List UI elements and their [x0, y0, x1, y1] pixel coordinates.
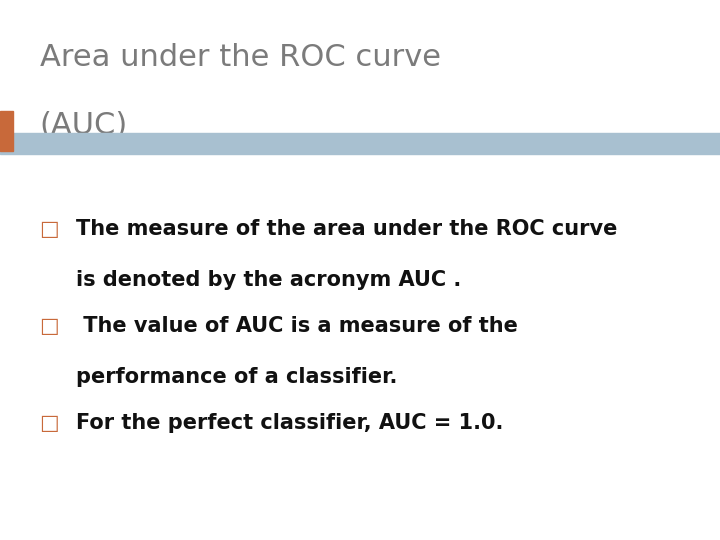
- Text: □: □: [40, 219, 59, 239]
- Bar: [0, 111, 13, 151]
- Text: performance of a classifier.: performance of a classifier.: [76, 367, 397, 387]
- Text: Area under the ROC curve: Area under the ROC curve: [40, 43, 441, 72]
- Text: The value of AUC is a measure of the: The value of AUC is a measure of the: [76, 316, 518, 336]
- Text: For the perfect classifier, AUC = 1.0.: For the perfect classifier, AUC = 1.0.: [76, 413, 503, 433]
- Text: □: □: [40, 413, 59, 433]
- Text: The measure of the area under the ROC curve: The measure of the area under the ROC cu…: [76, 219, 617, 239]
- Text: □: □: [40, 316, 59, 336]
- Bar: [0, 133, 720, 154]
- Text: (AUC): (AUC): [40, 111, 128, 140]
- Text: is denoted by the acronym AUC .: is denoted by the acronym AUC .: [76, 270, 461, 290]
